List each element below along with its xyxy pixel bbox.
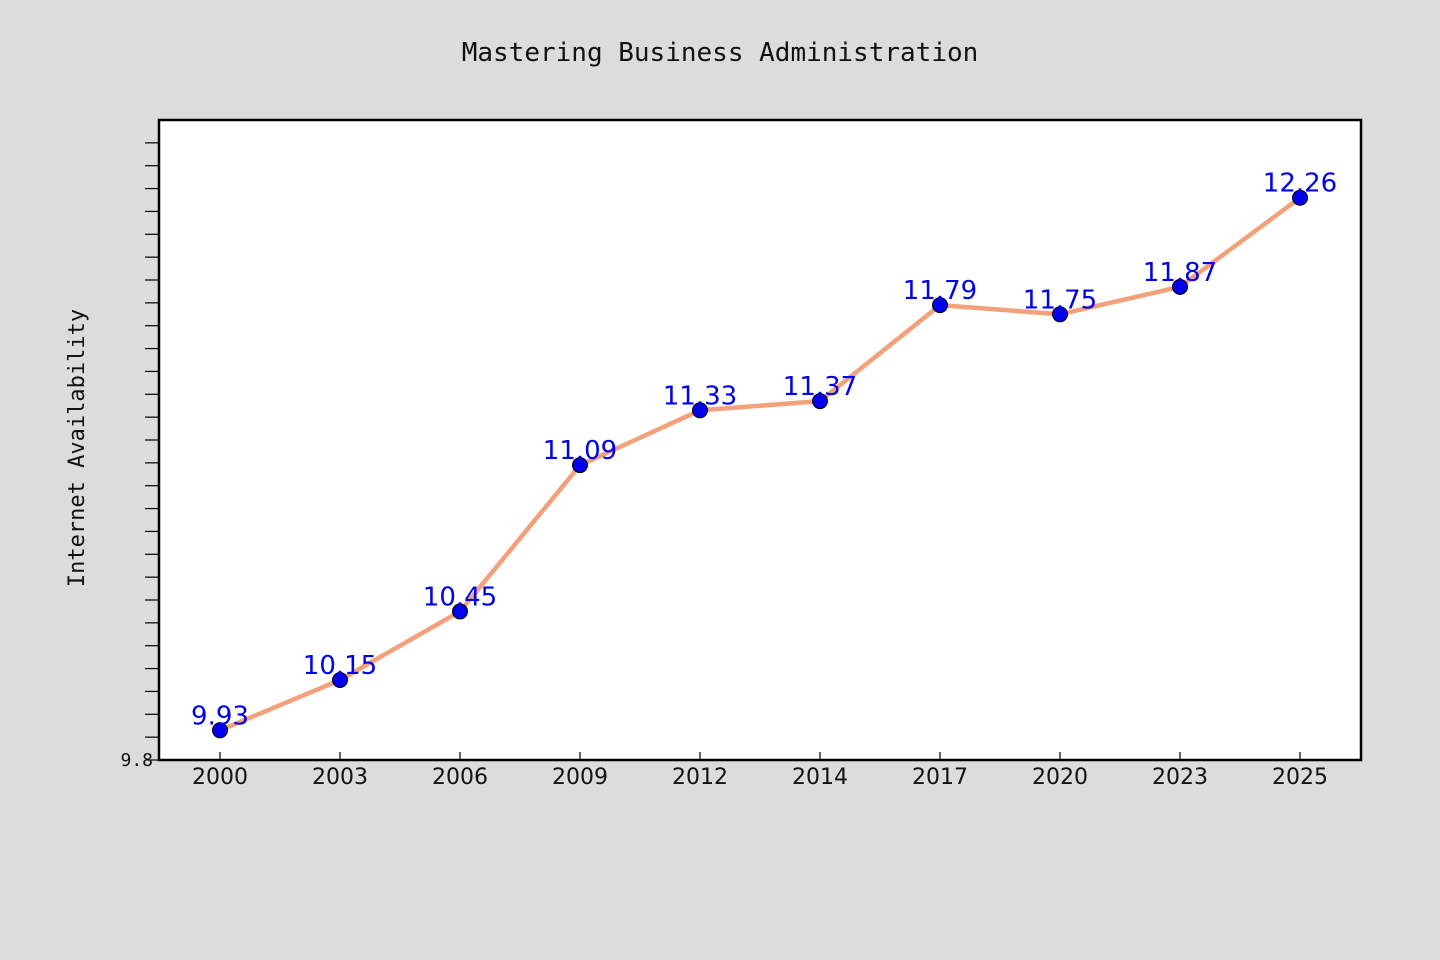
plot-area [157,118,1363,762]
data-label: 11.09 [543,436,617,466]
data-point [812,393,828,410]
data-label: 11.75 [1023,285,1097,315]
data-point [1052,306,1068,323]
series-group: 9.93 10.15 10.45 11.09 11.33 11.37 11.79 11.75 1… [191,169,1337,739]
x-tick-label: 2000 [192,765,248,790]
data-label: 9.93 [191,701,249,731]
data-point [572,457,588,474]
chart-title: Mastering Business Administration [462,38,979,68]
x-tick-label: 2020 [1032,765,1088,790]
data-label: 10.45 [423,582,497,612]
data-label: 11.37 [783,372,857,402]
data-point [932,297,948,314]
series-line [217,195,1303,733]
data-label: 12.26 [1263,169,1337,199]
data-point [332,672,348,688]
x-tick-label: 2025 [1272,765,1328,790]
y-axis-label: Internet Availability [65,309,90,587]
x-tick-label: 2017 [912,765,968,790]
data-point [452,603,468,620]
data-point [1172,278,1188,295]
x-tick-label: 2003 [312,765,368,790]
data-label: 11.79 [903,276,977,306]
data-label: 11.33 [663,381,737,411]
data-point [1292,189,1308,206]
y-axis-ticks: 9.8 [120,142,159,771]
x-tick-label: 2006 [432,765,488,790]
x-tick-label: 2023 [1152,765,1208,790]
data-point [212,722,228,739]
x-tick-label: 2012 [672,765,728,790]
data-point [692,402,708,419]
x-tick-label: 2009 [552,765,608,790]
x-tick-label: 2014 [792,765,848,790]
x-axis-ticks: 2000 2003 2006 2009 2012 2014 2017 2020 2023 2025 [192,752,1328,790]
data-label: 10.15 [303,651,377,681]
y-tick-label: 9.8 [120,750,153,771]
data-label: 11.87 [1143,258,1217,288]
